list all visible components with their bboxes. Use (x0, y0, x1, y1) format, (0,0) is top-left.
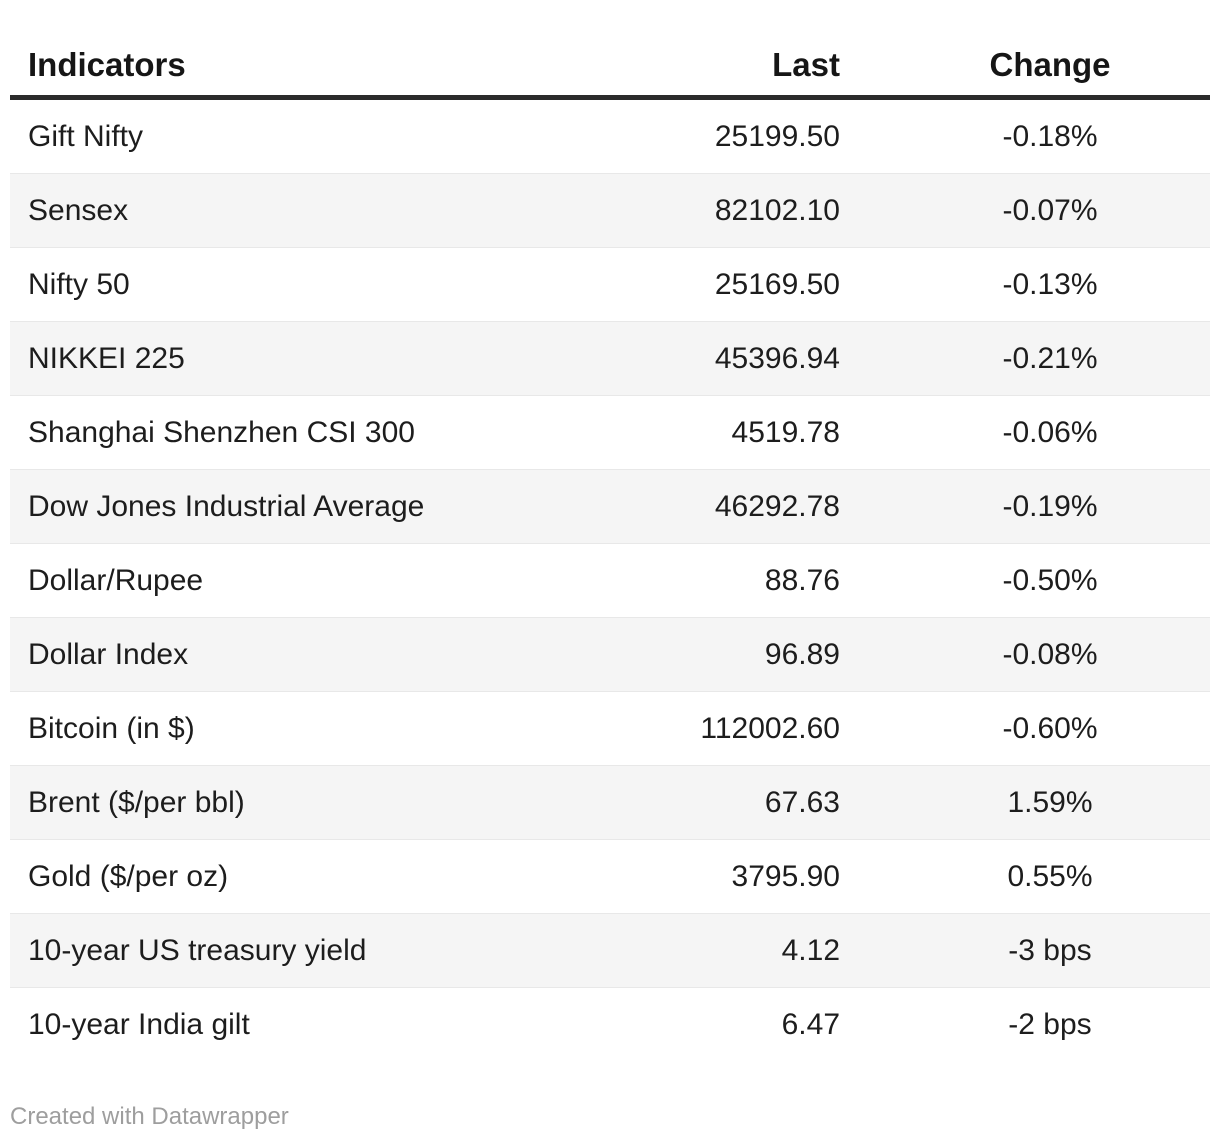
column-header-last: Last (590, 0, 890, 100)
table-row: 10-year US treasury yield 4.12 -3 bps (10, 913, 1210, 988)
cell-last: 45396.94 (714, 342, 840, 375)
footer-credit: Created with Datawrapper (10, 1102, 1210, 1132)
column-header-change: Change (890, 0, 1210, 100)
cell-last: 3795.90 (731, 860, 840, 893)
cell-indicator: Dollar Index (28, 638, 189, 671)
cell-change: -0.13% (1002, 268, 1098, 301)
table-row: Bitcoin (in $) 112002.60 -0.60% (10, 691, 1210, 766)
cell-indicator: Dollar/Rupee (28, 564, 204, 597)
cell-last: 46292.78 (714, 490, 840, 523)
cell-last: 25199.50 (714, 120, 840, 153)
datawrapper-credit-link[interactable]: Created with Datawrapper (10, 1103, 289, 1130)
cell-last: 96.89 (764, 638, 840, 671)
cell-last: 6.47 (781, 1008, 840, 1041)
cell-last: 88.76 (764, 564, 840, 597)
indicators-table: Indicators Last Change Gift Nifty 25199.… (10, 0, 1210, 1061)
cell-indicator: 10-year US treasury yield (28, 934, 367, 967)
cell-change: -0.06% (1002, 416, 1098, 449)
table-row: Brent ($/per bbl) 67.63 1.59% (10, 765, 1210, 840)
cell-change: -0.08% (1002, 638, 1098, 671)
cell-change: -0.21% (1002, 342, 1098, 375)
cell-last: 4519.78 (731, 416, 840, 449)
cell-change: -0.07% (1002, 194, 1098, 227)
cell-change: 1.59% (1007, 786, 1093, 819)
table-row: Dollar Index 96.89 -0.08% (10, 617, 1210, 692)
cell-change: -0.18% (1002, 120, 1098, 153)
column-header-indicators: Indicators (10, 0, 590, 100)
header-row: Indicators Last Change (10, 0, 1210, 100)
cell-change: -0.50% (1002, 564, 1098, 597)
table-row: Dow Jones Industrial Average 46292.78 -0… (10, 469, 1210, 544)
cell-indicator: Dow Jones Industrial Average (28, 490, 425, 523)
cell-change: -3 bps (1008, 934, 1092, 967)
cell-indicator: NIKKEI 225 (28, 342, 185, 375)
table-row: Dollar/Rupee 88.76 -0.50% (10, 543, 1210, 618)
cell-indicator: 10-year India gilt (28, 1008, 250, 1041)
cell-indicator: Gift Nifty (28, 120, 144, 153)
cell-last: 82102.10 (714, 194, 840, 227)
cell-change: -2 bps (1008, 1008, 1092, 1041)
cell-change: -0.60% (1002, 712, 1098, 745)
cell-last: 25169.50 (714, 268, 840, 301)
cell-change: 0.55% (1007, 860, 1093, 893)
table-row: NIKKEI 225 45396.94 -0.21% (10, 321, 1210, 396)
cell-last: 4.12 (781, 934, 840, 967)
table-row: Shanghai Shenzhen CSI 300 4519.78 -0.06% (10, 395, 1210, 470)
cell-indicator: Gold ($/per oz) (28, 860, 229, 893)
cell-indicator: Nifty 50 (28, 268, 130, 301)
table-row: Nifty 50 25169.50 -0.13% (10, 247, 1210, 322)
cell-indicator: Bitcoin (in $) (28, 712, 195, 745)
table-row: Sensex 82102.10 -0.07% (10, 173, 1210, 248)
cell-last: 112002.60 (700, 712, 840, 745)
table-row: 10-year India gilt 6.47 -2 bps (10, 987, 1210, 1062)
cell-change: -0.19% (1002, 490, 1098, 523)
table-row: Gift Nifty 25199.50 -0.18% (10, 98, 1210, 174)
cell-indicator: Brent ($/per bbl) (28, 786, 245, 819)
cell-last: 67.63 (764, 786, 840, 819)
table-row: Gold ($/per oz) 3795.90 0.55% (10, 839, 1210, 914)
cell-indicator: Shanghai Shenzhen CSI 300 (28, 416, 415, 449)
cell-indicator: Sensex (28, 194, 129, 227)
